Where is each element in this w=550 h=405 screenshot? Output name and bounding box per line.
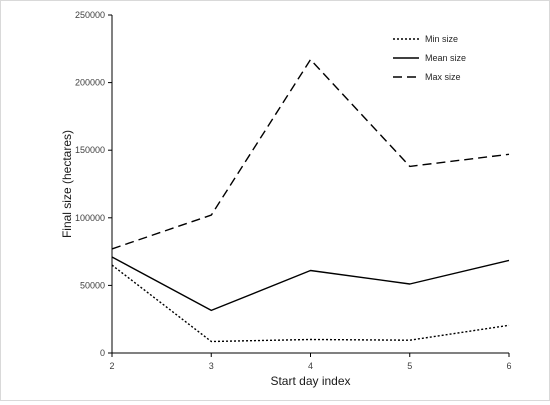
- legend-label-min-size: Min size: [425, 34, 458, 44]
- x-tick-label: 5: [407, 361, 412, 371]
- y-tick-label: 100000: [75, 213, 105, 223]
- series-line-min-size: [111, 264, 510, 343]
- y-tick-label: 250000: [75, 10, 105, 20]
- x-tick-label: 6: [506, 361, 511, 371]
- legend-label-mean-size: Mean size: [425, 53, 466, 63]
- x-tick-label: 4: [308, 361, 313, 371]
- y-tick-label: 200000: [75, 78, 105, 88]
- x-axis-title: Start day index: [270, 374, 350, 388]
- series-line-max-size: [111, 58, 510, 250]
- legend: Min size Mean size Max size: [393, 34, 466, 82]
- y-tick-label: 50000: [80, 280, 105, 290]
- x-tick-label: 2: [109, 361, 114, 371]
- series-layer: [111, 58, 510, 343]
- y-tick-label: 150000: [75, 145, 105, 155]
- axes: 0 50000 100000 150000 200000 250000 2 3 4 5 6: [75, 10, 512, 371]
- x-tick-label: 3: [209, 361, 214, 371]
- y-axis-title: Final size (hectares): [60, 130, 74, 238]
- legend-label-max-size: Max size: [425, 72, 461, 82]
- y-tick-label: 0: [100, 348, 105, 358]
- series-line-mean-size: [111, 256, 510, 312]
